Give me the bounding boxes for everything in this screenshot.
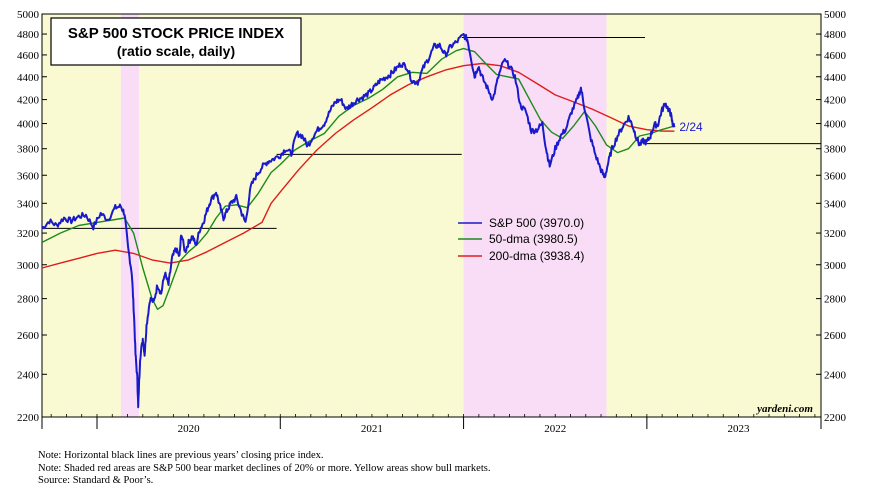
x-year-label: 2022 xyxy=(544,423,566,435)
plot-frame xyxy=(41,13,822,418)
y-tick-label-left: 4400 xyxy=(17,72,40,84)
y-tick-label-right: 2400 xyxy=(824,369,847,381)
axes: 2200 2200 2400 2400 2600 2600 2800 2800 3000 3000… xyxy=(17,9,847,435)
y-tick-label-right: 3600 xyxy=(824,170,847,182)
y-tick-label-left: 4600 xyxy=(17,50,40,62)
y-tick-label-left: 3400 xyxy=(17,198,40,210)
sp500-chart: 2200 2200 2400 2400 2600 2600 2800 2800 3000 3000… xyxy=(17,9,847,435)
bull-market-region xyxy=(139,14,464,417)
bull-market-region xyxy=(606,14,821,417)
y-tick-label-right: 5000 xyxy=(824,9,847,21)
legend-label-sp500: S&P 500 (3970.0) xyxy=(489,216,584,230)
series-lines xyxy=(41,33,676,409)
y-tick-label-left: 4200 xyxy=(17,95,40,107)
y-tick-label-right: 4000 xyxy=(824,119,847,131)
previous-year-close-lines xyxy=(42,37,821,229)
note-line: Note: Shaded red areas are S&P 500 bear … xyxy=(38,462,491,474)
y-tick-label-left: 3000 xyxy=(17,260,40,272)
y-tick-label-left: 2400 xyxy=(17,369,40,381)
note-line: Note: Horizontal black lines are previou… xyxy=(38,450,324,461)
y-tick-label-right: 4800 xyxy=(824,29,847,41)
x-year-label: 2020 xyxy=(178,423,201,435)
legend-label-50dma: 50-dma (3980.5) xyxy=(489,232,578,246)
y-tick-label-right: 3200 xyxy=(824,228,847,240)
end-date-label: 2/24 xyxy=(679,120,703,134)
watermark: yardeni.com xyxy=(755,403,813,415)
notes: Note: Horizontal black lines are previou… xyxy=(38,450,490,488)
chart-subtitle: (ratio scale, daily) xyxy=(117,43,235,59)
y-tick-label-left: 3600 xyxy=(17,170,40,182)
y-tick-label-right: 2600 xyxy=(824,330,847,342)
chart-title: S&P 500 STOCK PRICE INDEX xyxy=(68,25,284,42)
y-tick-label-left: 4000 xyxy=(17,119,40,131)
y-tick-label-left: 5000 xyxy=(17,9,40,21)
y-tick-label-left: 2800 xyxy=(17,294,40,306)
y-tick-label-left: 4800 xyxy=(17,29,40,41)
y-tick-label-left: 3200 xyxy=(17,228,40,240)
y-tick-label-left: 2600 xyxy=(17,330,40,342)
shaded-regions xyxy=(42,14,821,417)
y-tick-label-left: 3800 xyxy=(17,144,40,156)
y-tick-label-right: 4200 xyxy=(824,95,847,107)
bear-market-region xyxy=(463,14,607,417)
y-tick-label-right: 4400 xyxy=(824,72,847,84)
y-tick-label-right: 4600 xyxy=(824,50,847,62)
title-box xyxy=(50,17,302,66)
y-tick-label-right: 3800 xyxy=(824,144,847,156)
y-tick-label-left: 2200 xyxy=(17,412,40,424)
y-tick-label-right: 3400 xyxy=(824,198,847,210)
y-tick-label-right: 2800 xyxy=(824,294,847,306)
series-line-200-dma xyxy=(41,62,675,269)
legend: S&P 500 (3970.0) 50-dma (3980.5) 200-dma… xyxy=(458,216,584,263)
y-tick-label-right: 3000 xyxy=(824,260,847,272)
x-year-label: 2021 xyxy=(361,423,383,435)
series-line-s-p-500 xyxy=(41,33,676,409)
x-year-label: 2023 xyxy=(728,423,751,435)
y-tick-label-right: 2200 xyxy=(824,412,847,424)
note-line: Source: Standard & Poor’s. xyxy=(38,475,154,486)
legend-label-200dma: 200-dma (3938.4) xyxy=(489,249,584,263)
